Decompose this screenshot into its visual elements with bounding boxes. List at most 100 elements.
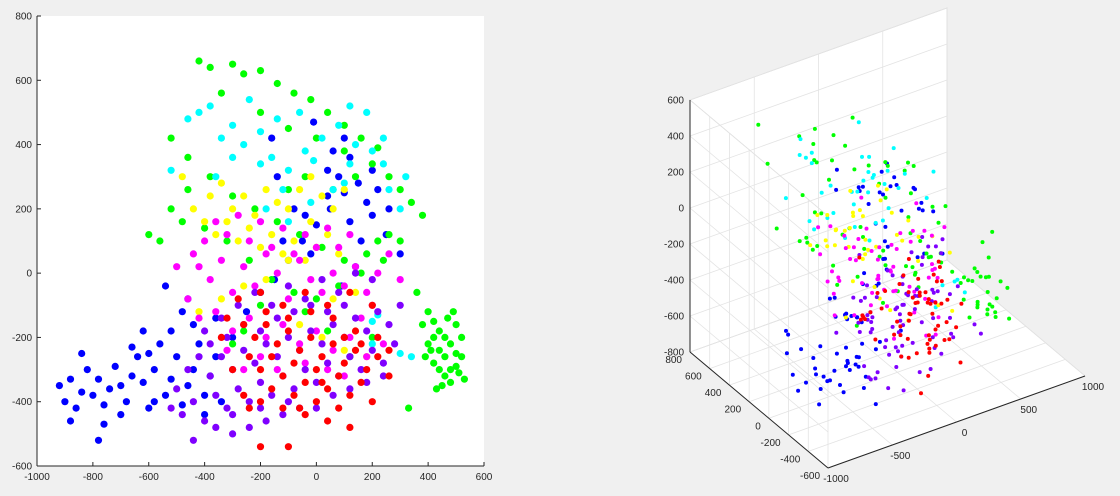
- data-point: [245, 353, 253, 361]
- data-point-3d: [896, 186, 901, 190]
- data-point-3d: [912, 272, 917, 277]
- data-point: [284, 186, 292, 194]
- data-point-3d: [837, 278, 842, 283]
- data-point: [256, 218, 265, 226]
- data-point-3d: [865, 283, 869, 288]
- data-point-3d: [933, 332, 938, 337]
- data-point-3d: [827, 177, 831, 182]
- data-point: [122, 398, 130, 406]
- data-point-3d: [804, 235, 809, 240]
- data-point-3d: [930, 287, 935, 292]
- data-point: [351, 141, 360, 149]
- data-point: [256, 108, 265, 116]
- data-point: [240, 391, 248, 399]
- data-point-3d: [881, 300, 885, 305]
- data-point: [296, 346, 304, 354]
- data-point: [268, 385, 276, 393]
- data-point: [318, 333, 326, 341]
- data-point-3d: [850, 210, 855, 215]
- scatter-3d-axes[interactable]: -1000-50005001000-600-400-20002004006008…: [664, 7, 1105, 485]
- data-point-3d: [891, 146, 896, 151]
- data-point-3d: [874, 295, 879, 300]
- data-point: [234, 295, 242, 303]
- data-point-3d: [897, 312, 902, 317]
- data-point-3d: [928, 367, 933, 371]
- data-point-3d: [858, 225, 863, 229]
- data-point: [206, 63, 214, 71]
- y-tick-label: 0: [755, 421, 761, 432]
- data-point: [279, 301, 287, 309]
- data-point-3d: [819, 211, 824, 216]
- data-point: [234, 237, 242, 245]
- data-point: [329, 186, 337, 194]
- data-point: [318, 134, 326, 142]
- data-point-3d: [825, 244, 830, 249]
- data-point: [340, 121, 348, 129]
- data-point-3d: [856, 120, 861, 125]
- data-point: [346, 391, 354, 399]
- data-point-3d: [897, 282, 902, 286]
- data-point: [318, 276, 326, 284]
- data-point: [405, 404, 413, 412]
- data-point-3d: [886, 386, 891, 391]
- y-tick-label: -200: [12, 333, 32, 344]
- data-point-3d: [915, 255, 920, 260]
- data-point-3d: [887, 352, 892, 357]
- data-point: [435, 366, 443, 374]
- data-point-3d: [985, 312, 990, 317]
- data-point-3d: [813, 366, 818, 371]
- data-point-3d: [885, 244, 890, 249]
- x-tick-label: 500: [1020, 405, 1037, 416]
- data-point: [290, 250, 298, 258]
- data-point-3d: [948, 315, 952, 320]
- data-point: [432, 385, 441, 393]
- scatter-2d-axes[interactable]: -1000 -800 -600 -400 -200 0 200 400 600 -600 -400 -…: [12, 12, 493, 484]
- data-point: [452, 349, 460, 358]
- data-point: [396, 301, 404, 309]
- data-point-3d: [851, 295, 856, 300]
- data-point: [240, 282, 248, 290]
- data-point: [178, 411, 186, 419]
- data-point: [312, 295, 320, 303]
- data-point-3d: [889, 210, 894, 215]
- data-point-3d: [934, 279, 939, 284]
- data-point: [268, 391, 276, 399]
- x-tick-label: -1000: [823, 474, 849, 485]
- data-point: [335, 404, 343, 412]
- data-point-3d: [848, 188, 853, 193]
- data-point-3d: [756, 122, 761, 127]
- data-point-3d: [916, 234, 921, 239]
- data-point: [363, 378, 371, 386]
- data-point-3d: [951, 335, 956, 340]
- data-point: [167, 327, 175, 335]
- data-point: [217, 353, 225, 361]
- data-point: [396, 250, 404, 258]
- data-point-3d: [1007, 316, 1012, 321]
- data-point-3d: [832, 368, 837, 373]
- x-tick-label: 200: [364, 472, 381, 483]
- data-point: [245, 96, 253, 104]
- data-point-3d: [917, 370, 922, 375]
- data-point-3d: [868, 303, 873, 308]
- data-point: [284, 295, 292, 303]
- data-point-3d: [983, 275, 988, 280]
- data-point-3d: [899, 354, 904, 359]
- data-point-3d: [834, 351, 839, 356]
- data-point-3d: [898, 231, 903, 236]
- x-tick-label: -800: [83, 472, 103, 483]
- data-point-3d: [955, 277, 960, 282]
- data-point: [229, 288, 237, 296]
- data-point: [385, 186, 393, 194]
- data-point-3d: [936, 220, 941, 225]
- data-point-3d: [894, 247, 899, 251]
- data-point: [301, 231, 309, 239]
- data-point-3d: [910, 340, 915, 345]
- data-point-3d: [937, 265, 942, 269]
- data-point: [455, 369, 463, 377]
- data-point: [178, 401, 186, 409]
- data-point-3d: [834, 167, 839, 172]
- data-point: [217, 256, 225, 264]
- data-point: [262, 276, 270, 284]
- data-point: [368, 211, 376, 219]
- data-point-3d: [765, 161, 770, 166]
